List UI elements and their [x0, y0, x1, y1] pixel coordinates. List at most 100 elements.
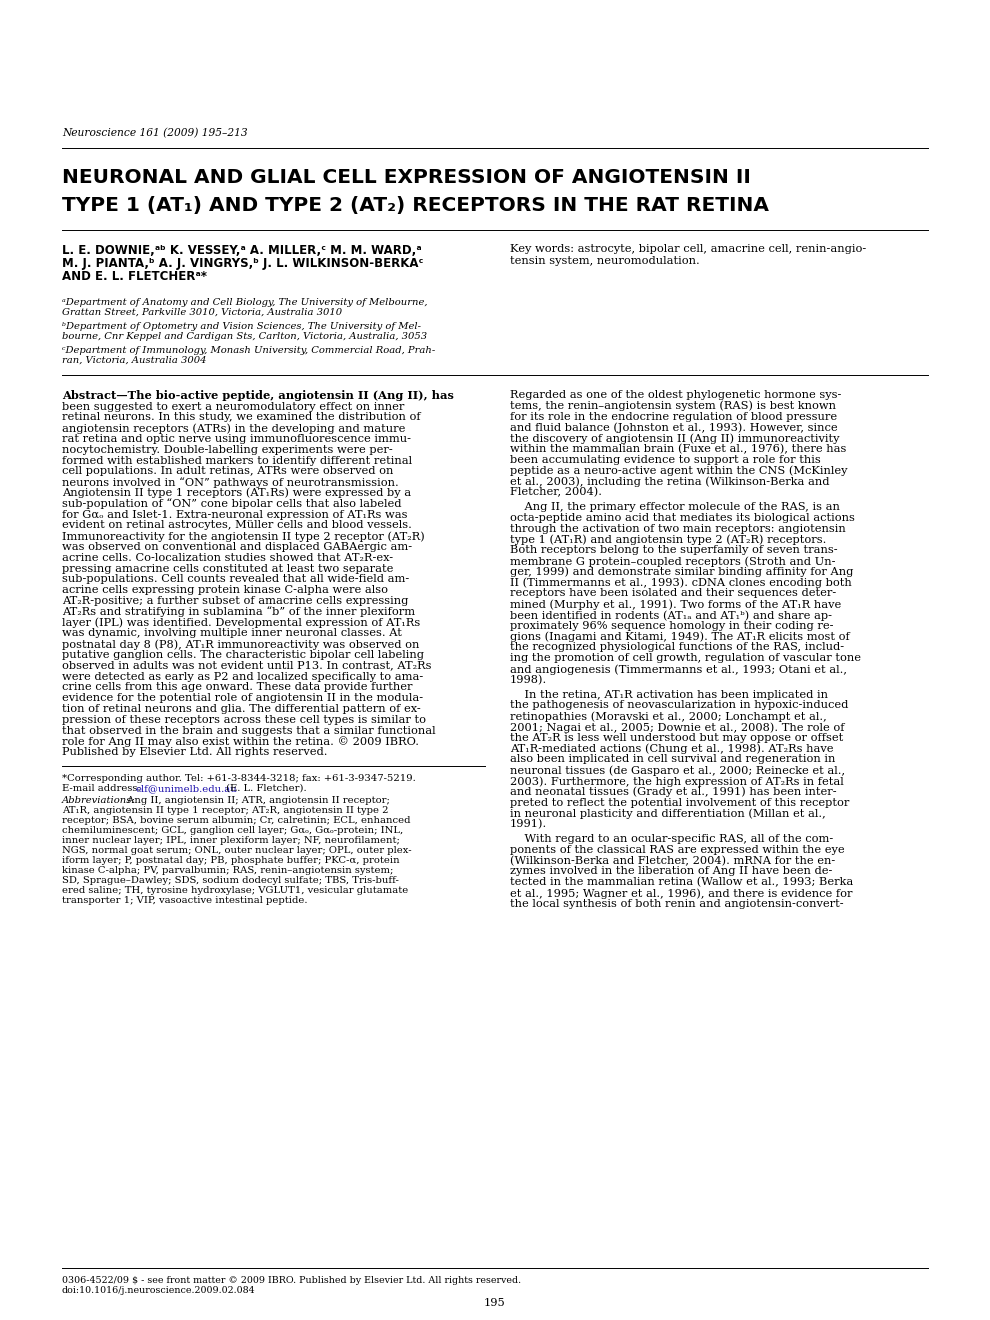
- Text: *Corresponding author. Tel: +61-3-8344-3218; fax: +61-3-9347-5219.: *Corresponding author. Tel: +61-3-8344-3…: [62, 774, 416, 783]
- Text: been identified in rodents (AT₁ₐ and AT₁ᵇ) and share ap-: been identified in rodents (AT₁ₐ and AT₁…: [510, 610, 832, 620]
- Text: formed with established markers to identify different retinal: formed with established markers to ident…: [62, 455, 412, 466]
- Text: evidence for the potential role of angiotensin II in the modula-: evidence for the potential role of angio…: [62, 693, 423, 704]
- Text: evident on retinal astrocytes, Müller cells and blood vessels.: evident on retinal astrocytes, Müller ce…: [62, 520, 412, 531]
- Text: mined (Murphy et al., 1991). Two forms of the AT₁R have: mined (Murphy et al., 1991). Two forms o…: [510, 599, 842, 610]
- Text: tensin system, neuromodulation.: tensin system, neuromodulation.: [510, 256, 700, 265]
- Text: In the retina, AT₁R activation has been implicated in: In the retina, AT₁R activation has been …: [510, 689, 828, 700]
- Text: and angiogenesis (Timmermanns et al., 1993; Otani et al.,: and angiogenesis (Timmermanns et al., 19…: [510, 664, 847, 675]
- Text: NEURONAL AND GLIAL CELL EXPRESSION OF ANGIOTENSIN II: NEURONAL AND GLIAL CELL EXPRESSION OF AN…: [62, 168, 750, 187]
- Text: E-mail address:: E-mail address:: [62, 784, 144, 793]
- Text: elf@unimelb.edu.au: elf@unimelb.edu.au: [135, 784, 237, 793]
- Text: receptor; BSA, bovine serum albumin; Cr, calretinin; ECL, enhanced: receptor; BSA, bovine serum albumin; Cr,…: [62, 816, 411, 825]
- Text: angiotensin receptors (ATRs) in the developing and mature: angiotensin receptors (ATRs) in the deve…: [62, 424, 405, 434]
- Text: SD, Sprague–Dawley; SDS, sodium dodecyl sulfate; TBS, Tris-buff-: SD, Sprague–Dawley; SDS, sodium dodecyl …: [62, 876, 399, 884]
- Text: ered saline; TH, tyrosine hydroxylase; VGLUT1, vesicular glutamate: ered saline; TH, tyrosine hydroxylase; V…: [62, 886, 408, 895]
- Text: ger, 1999) and demonstrate similar binding affinity for Ang: ger, 1999) and demonstrate similar bindi…: [510, 566, 853, 577]
- Text: (Wilkinson-Berka and Fletcher, 2004). mRNA for the en-: (Wilkinson-Berka and Fletcher, 2004). mR…: [510, 855, 836, 866]
- Text: Grattan Street, Parkville 3010, Victoria, Australia 3010: Grattan Street, Parkville 3010, Victoria…: [62, 308, 343, 317]
- Text: TYPE 1 (AT₁) AND TYPE 2 (AT₂) RECEPTORS IN THE RAT RETINA: TYPE 1 (AT₁) AND TYPE 2 (AT₂) RECEPTORS …: [62, 195, 769, 215]
- Text: nocytochemistry. Double-labelling experiments were per-: nocytochemistry. Double-labelling experi…: [62, 445, 393, 454]
- Text: for its role in the endocrine regulation of blood pressure: for its role in the endocrine regulation…: [510, 412, 838, 421]
- Text: 2001; Nagai et al., 2005; Downie et al., 2008). The role of: 2001; Nagai et al., 2005; Downie et al.,…: [510, 722, 844, 733]
- Text: Ang II, the primary effector molecule of the RAS, is an: Ang II, the primary effector molecule of…: [510, 502, 840, 512]
- Text: transporter 1; VIP, vasoactive intestinal peptide.: transporter 1; VIP, vasoactive intestina…: [62, 896, 308, 906]
- Text: tion of retinal neurons and glia. The differential pattern of ex-: tion of retinal neurons and glia. The di…: [62, 704, 421, 714]
- Text: the pathogenesis of neovascularization in hypoxic-induced: the pathogenesis of neovascularization i…: [510, 701, 848, 710]
- Text: With regard to an ocular-specific RAS, all of the com-: With regard to an ocular-specific RAS, a…: [510, 834, 834, 843]
- Text: Published by Elsevier Ltd. All rights reserved.: Published by Elsevier Ltd. All rights re…: [62, 747, 328, 758]
- Text: Abstract—The bio-active peptide, angiotensin II (Ang II), has: Abstract—The bio-active peptide, angiote…: [62, 389, 453, 401]
- Text: the local synthesis of both renin and angiotensin-convert-: the local synthesis of both renin and an…: [510, 899, 843, 908]
- Text: ing the promotion of cell growth, regulation of vascular tone: ing the promotion of cell growth, regula…: [510, 653, 861, 663]
- Text: II (Timmermanns et al., 1993). cDNA clones encoding both: II (Timmermanns et al., 1993). cDNA clon…: [510, 578, 851, 589]
- Text: 2003). Furthermore, the high expression of AT₂Rs in fetal: 2003). Furthermore, the high expression …: [510, 776, 843, 787]
- Text: retinal neurons. In this study, we examined the distribution of: retinal neurons. In this study, we exami…: [62, 412, 421, 422]
- Text: ponents of the classical RAS are expressed within the eye: ponents of the classical RAS are express…: [510, 845, 844, 855]
- Text: AT₂R-positive; a further subset of amacrine cells expressing: AT₂R-positive; a further subset of amacr…: [62, 595, 408, 606]
- Text: Neuroscience 161 (2009) 195–213: Neuroscience 161 (2009) 195–213: [62, 128, 248, 139]
- Text: kinase C-alpha; PV, parvalbumin; RAS, renin–angiotensin system;: kinase C-alpha; PV, parvalbumin; RAS, re…: [62, 866, 393, 875]
- Text: type 1 (AT₁R) and angiotensin type 2 (AT₂R) receptors.: type 1 (AT₁R) and angiotensin type 2 (AT…: [510, 535, 827, 545]
- Text: Key words: astrocyte, bipolar cell, amacrine cell, renin-angio-: Key words: astrocyte, bipolar cell, amac…: [510, 244, 866, 253]
- Text: through the activation of two main receptors: angiotensin: through the activation of two main recep…: [510, 524, 845, 533]
- Text: zymes involved in the liberation of Ang II have been de-: zymes involved in the liberation of Ang …: [510, 866, 833, 876]
- Text: doi:10.1016/j.neuroscience.2009.02.084: doi:10.1016/j.neuroscience.2009.02.084: [62, 1286, 255, 1295]
- Text: pression of these receptors across these cell types is similar to: pression of these receptors across these…: [62, 714, 426, 725]
- Text: (E. L. Fletcher).: (E. L. Fletcher).: [223, 784, 307, 793]
- Text: AT₁R-mediated actions (Chung et al., 1998). AT₂Rs have: AT₁R-mediated actions (Chung et al., 199…: [510, 743, 834, 754]
- Text: been suggested to exert a neuromodulatory effect on inner: been suggested to exert a neuromodulator…: [62, 401, 404, 412]
- Text: gions (Inagami and Kitami, 1949). The AT₁R elicits most of: gions (Inagami and Kitami, 1949). The AT…: [510, 631, 849, 642]
- Text: and fluid balance (Johnston et al., 1993). However, since: and fluid balance (Johnston et al., 1993…: [510, 422, 838, 433]
- Text: and neonatal tissues (Grady et al., 1991) has been inter-: and neonatal tissues (Grady et al., 1991…: [510, 787, 837, 797]
- Text: layer (IPL) was identified. Developmental expression of AT₁Rs: layer (IPL) was identified. Developmenta…: [62, 618, 420, 628]
- Text: octa-peptide amino acid that mediates its biological actions: octa-peptide amino acid that mediates it…: [510, 512, 855, 523]
- Text: cell populations. In adult retinas, ATRs were observed on: cell populations. In adult retinas, ATRs…: [62, 466, 393, 477]
- Text: Regarded as one of the oldest phylogenetic hormone sys-: Regarded as one of the oldest phylogenet…: [510, 389, 842, 400]
- Text: 1998).: 1998).: [510, 675, 547, 685]
- Text: that observed in the brain and suggests that a similar functional: that observed in the brain and suggests …: [62, 726, 436, 735]
- Text: sub-population of “ON” cone bipolar cells that also labeled: sub-population of “ON” cone bipolar cell…: [62, 499, 402, 510]
- Text: NGS, normal goat serum; ONL, outer nuclear layer; OPL, outer plex-: NGS, normal goat serum; ONL, outer nucle…: [62, 846, 412, 855]
- Text: was dynamic, involving multiple inner neuronal classes. At: was dynamic, involving multiple inner ne…: [62, 628, 402, 639]
- Text: Ang II, angiotensin II; ATR, angiotensin II receptor;: Ang II, angiotensin II; ATR, angiotensin…: [124, 796, 390, 805]
- Text: 1991).: 1991).: [510, 820, 547, 829]
- Text: peptide as a neuro-active agent within the CNS (McKinley: peptide as a neuro-active agent within t…: [510, 466, 847, 477]
- Text: membrane G protein–coupled receptors (Stroth and Un-: membrane G protein–coupled receptors (St…: [510, 556, 836, 566]
- Text: AT₂Rs and stratifying in sublamina “b” of the inner plexiform: AT₂Rs and stratifying in sublamina “b” o…: [62, 607, 415, 618]
- Text: sub-populations. Cell counts revealed that all wide-field am-: sub-populations. Cell counts revealed th…: [62, 574, 409, 585]
- Text: 0306-4522/09 $ - see front matter © 2009 IBRO. Published by Elsevier Ltd. All ri: 0306-4522/09 $ - see front matter © 2009…: [62, 1276, 521, 1284]
- Text: proximately 96% sequence homology in their coding re-: proximately 96% sequence homology in the…: [510, 620, 834, 631]
- Text: chemiluminescent; GCL, ganglion cell layer; Gαₒ, Gαₒ-protein; INL,: chemiluminescent; GCL, ganglion cell lay…: [62, 826, 403, 836]
- Text: the recognized physiological functions of the RAS, includ-: the recognized physiological functions o…: [510, 643, 844, 652]
- Text: ran, Victoria, Australia 3004: ran, Victoria, Australia 3004: [62, 356, 207, 366]
- Text: neuronal tissues (de Gasparo et al., 2000; Reinecke et al.,: neuronal tissues (de Gasparo et al., 200…: [510, 766, 845, 776]
- Text: for Gαₒ and Islet-1. Extra-neuronal expression of AT₁Rs was: for Gαₒ and Islet-1. Extra-neuronal expr…: [62, 510, 408, 520]
- Text: L. E. DOWNIE,ᵃᵇ K. VESSEY,ᵃ A. MILLER,ᶜ M. M. WARD,ᵃ: L. E. DOWNIE,ᵃᵇ K. VESSEY,ᵃ A. MILLER,ᶜ …: [62, 244, 422, 257]
- Text: pressing amacrine cells constituted at least two separate: pressing amacrine cells constituted at l…: [62, 564, 393, 573]
- Text: the discovery of angiotensin II (Ang II) immunoreactivity: the discovery of angiotensin II (Ang II)…: [510, 433, 840, 444]
- Text: Angiotensin II type 1 receptors (AT₁Rs) were expressed by a: Angiotensin II type 1 receptors (AT₁Rs) …: [62, 488, 411, 499]
- Text: iform layer; P, postnatal day; PB, phosphate buffer; PKC-α, protein: iform layer; P, postnatal day; PB, phosp…: [62, 855, 400, 865]
- Text: 195: 195: [484, 1298, 506, 1308]
- Text: acrine cells. Co-localization studies showed that AT₂R-ex-: acrine cells. Co-localization studies sh…: [62, 553, 393, 562]
- Text: Abbreviations:: Abbreviations:: [62, 796, 136, 805]
- Text: retinopathies (Moravski et al., 2000; Lonchampt et al.,: retinopathies (Moravski et al., 2000; Lo…: [510, 711, 827, 722]
- Text: inner nuclear layer; IPL, inner plexiform layer; NF, neurofilament;: inner nuclear layer; IPL, inner plexifor…: [62, 836, 400, 845]
- Text: ᵃDepartment of Anatomy and Cell Biology, The University of Melbourne,: ᵃDepartment of Anatomy and Cell Biology,…: [62, 298, 428, 308]
- Text: ᶜDepartment of Immunology, Monash University, Commercial Road, Prah-: ᶜDepartment of Immunology, Monash Univer…: [62, 346, 436, 355]
- Text: postnatal day 8 (P8), AT₁R immunoreactivity was observed on: postnatal day 8 (P8), AT₁R immunoreactiv…: [62, 639, 420, 649]
- Text: AT₁R, angiotensin II type 1 receptor; AT₂R, angiotensin II type 2: AT₁R, angiotensin II type 1 receptor; AT…: [62, 807, 388, 814]
- Text: also been implicated in cell survival and regeneration in: also been implicated in cell survival an…: [510, 755, 836, 764]
- Text: acrine cells expressing protein kinase C-alpha were also: acrine cells expressing protein kinase C…: [62, 585, 388, 595]
- Text: were detected as early as P2 and localized specifically to ama-: were detected as early as P2 and localiz…: [62, 672, 424, 681]
- Text: bourne, Cnr Keppel and Cardigan Sts, Carlton, Victoria, Australia, 3053: bourne, Cnr Keppel and Cardigan Sts, Car…: [62, 333, 427, 341]
- Text: M. J. PIANTA,ᵇ A. J. VINGRYS,ᵇ J. L. WILKINSON-BERKAᶜ: M. J. PIANTA,ᵇ A. J. VINGRYS,ᵇ J. L. WIL…: [62, 257, 424, 271]
- Text: observed in adults was not evident until P13. In contrast, AT₂Rs: observed in adults was not evident until…: [62, 661, 432, 671]
- Text: et al., 2003), including the retina (Wilkinson-Berka and: et al., 2003), including the retina (Wil…: [510, 477, 830, 487]
- Text: was observed on conventional and displaced GABAergic am-: was observed on conventional and displac…: [62, 543, 412, 552]
- Text: ᵇDepartment of Optometry and Vision Sciences, The University of Mel-: ᵇDepartment of Optometry and Vision Scie…: [62, 322, 421, 331]
- Text: et al., 1995; Wagner et al., 1996), and there is evidence for: et al., 1995; Wagner et al., 1996), and …: [510, 888, 852, 899]
- Text: rat retina and optic nerve using immunofluorescence immu-: rat retina and optic nerve using immunof…: [62, 434, 411, 444]
- Text: neurons involved in “ON” pathways of neurotransmission.: neurons involved in “ON” pathways of neu…: [62, 477, 399, 488]
- Text: tems, the renin–angiotensin system (RAS) is best known: tems, the renin–angiotensin system (RAS)…: [510, 401, 836, 412]
